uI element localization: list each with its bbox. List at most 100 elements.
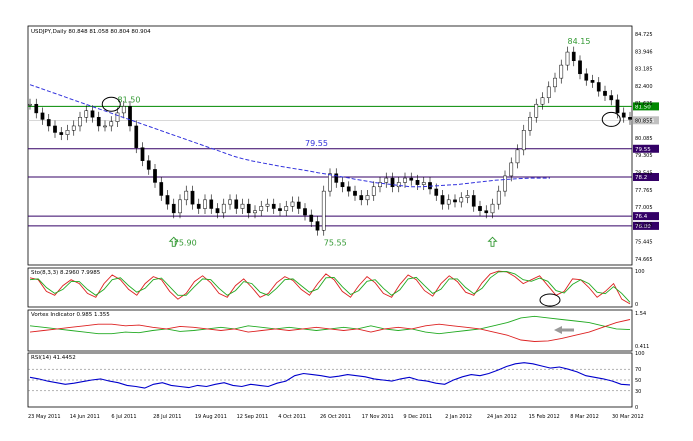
candle-body bbox=[215, 208, 220, 214]
up-arrow-1-icon bbox=[168, 236, 179, 247]
level-label-support: 76.00 bbox=[635, 224, 651, 230]
price-panel-frame bbox=[27, 25, 633, 266]
candle-body bbox=[453, 199, 457, 203]
x-axis-label: 24 Jan 2012 bbox=[487, 414, 517, 420]
candle-body bbox=[578, 60, 582, 75]
candle-body bbox=[546, 86, 551, 98]
x-axis-label: 26 Oct 2011 bbox=[320, 414, 351, 420]
x-axis-label: 12 Sep 2011 bbox=[237, 414, 269, 420]
price-y-tick: 81.625 bbox=[635, 101, 653, 107]
candle-body bbox=[171, 203, 176, 214]
x-axis-label: 17 Nov 2011 bbox=[362, 414, 394, 420]
candle-body bbox=[490, 203, 495, 214]
candle-body bbox=[203, 199, 207, 209]
candle-body bbox=[565, 51, 570, 66]
candle-body bbox=[421, 182, 426, 185]
candle-body bbox=[96, 117, 101, 127]
x-axis-label: 6 Jul 2011 bbox=[111, 414, 136, 420]
level-tag-support bbox=[633, 221, 659, 230]
candle-body bbox=[378, 182, 382, 188]
level-label-mid: 80.904 bbox=[635, 118, 655, 124]
stochastic-y-tick: 100 bbox=[635, 269, 645, 275]
price-y-tick: 80.855 bbox=[635, 119, 653, 125]
candle-body bbox=[321, 190, 326, 231]
stochastic-highlight-circle bbox=[539, 293, 561, 307]
price-y-tick: 79.305 bbox=[635, 153, 653, 159]
price-y-tick: 77.005 bbox=[635, 205, 653, 211]
candle-body bbox=[59, 132, 64, 135]
candle-body bbox=[621, 112, 626, 118]
level-tag-fib-c bbox=[633, 212, 659, 221]
candle-body bbox=[153, 169, 157, 183]
candle-body bbox=[190, 190, 195, 205]
x-axis-label: 23 May 2011 bbox=[28, 414, 61, 420]
candle-body bbox=[178, 199, 182, 214]
candle-body bbox=[559, 64, 564, 79]
highlight-circle-2 bbox=[601, 111, 621, 127]
vortex-panel-frame bbox=[27, 309, 633, 352]
candle-body bbox=[146, 160, 151, 170]
candle-body bbox=[28, 103, 32, 106]
candle-body bbox=[184, 190, 189, 201]
candle-body bbox=[415, 180, 420, 185]
rsi-y-tick: 30 bbox=[635, 389, 641, 395]
candle-body bbox=[384, 177, 389, 183]
level-tag-fib-b bbox=[633, 173, 659, 182]
level-label-resistance: 81.50 bbox=[635, 104, 651, 110]
level-label-fib-c: 76.4 bbox=[635, 214, 648, 220]
candle-body bbox=[278, 208, 282, 211]
price-y-tick: 83.185 bbox=[635, 67, 653, 73]
candle-body bbox=[328, 173, 332, 192]
price-y-tick: 84.725 bbox=[635, 32, 653, 38]
price-y-tick: 82.400 bbox=[635, 84, 653, 90]
candle-body bbox=[553, 77, 557, 88]
candle-body bbox=[121, 106, 126, 114]
candle-body bbox=[365, 195, 370, 201]
candle-body bbox=[359, 195, 364, 201]
candle-body bbox=[53, 125, 57, 133]
price-y-tick: 74.665 bbox=[635, 257, 653, 263]
vortex-title: Vortex Indicator 0.985 1.355 bbox=[31, 312, 110, 318]
rsi-y-tick: 100 bbox=[635, 351, 645, 357]
candle-body bbox=[334, 173, 339, 183]
candle-body bbox=[34, 103, 39, 114]
vortex-y-tick: 1.54 bbox=[635, 311, 646, 317]
level-tag-fib-a bbox=[633, 144, 659, 153]
rsi-y-tick: 50 bbox=[635, 378, 641, 384]
candle-body bbox=[459, 197, 464, 203]
candle-body bbox=[465, 195, 470, 198]
candle-body bbox=[403, 177, 407, 183]
candle-body bbox=[84, 110, 89, 118]
moving-average-line bbox=[29, 84, 550, 188]
candle-body bbox=[290, 201, 295, 207]
candle-body bbox=[521, 130, 526, 151]
candle-body bbox=[65, 130, 70, 135]
candle-body bbox=[90, 110, 95, 118]
price-y-tick: 80.085 bbox=[635, 136, 653, 142]
level-tag-mid bbox=[633, 116, 659, 125]
candle-body bbox=[128, 106, 132, 127]
x-axis-label: 28 Jul 2011 bbox=[153, 414, 181, 420]
candle-body bbox=[434, 188, 439, 196]
candle-body bbox=[240, 203, 245, 209]
x-axis-label: 15 Feb 2012 bbox=[529, 414, 560, 420]
annotation-84-15: 84.15 bbox=[568, 37, 591, 46]
candle-body bbox=[571, 51, 576, 62]
candle-body bbox=[134, 125, 139, 148]
candle-body bbox=[340, 182, 345, 188]
price-y-tick: 76.225 bbox=[635, 222, 653, 228]
candle-body bbox=[446, 199, 451, 205]
price-y-tick: 78.545 bbox=[635, 170, 653, 176]
candle-body bbox=[234, 199, 239, 209]
candle-body bbox=[515, 149, 520, 164]
candle-body bbox=[503, 175, 507, 192]
x-axis-label: 14 Jun 2011 bbox=[70, 414, 100, 420]
candle-body bbox=[371, 186, 376, 196]
rsi-line bbox=[29, 362, 631, 389]
stochastic-main-line bbox=[29, 270, 631, 305]
stochastic-panel-frame bbox=[27, 267, 633, 308]
price-panel-title: USDJPY,Daily 80.848 81.058 80.804 80.904 bbox=[31, 29, 151, 35]
candle-body bbox=[209, 199, 214, 209]
candle-body bbox=[390, 177, 395, 188]
candle-body bbox=[228, 199, 232, 205]
